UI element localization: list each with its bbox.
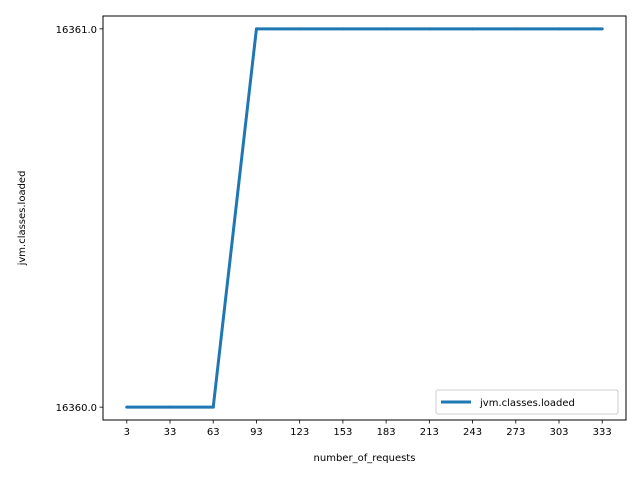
y-axis: 16360.0 16361.0 [56,25,103,414]
axes-frame [102,15,627,421]
y-tick-label: 16360.0 [56,403,97,414]
x-tick-label: 33 [164,427,177,438]
x-axis-label: number_of_requests [314,453,416,464]
x-tick-label: 333 [593,427,612,438]
data-point [471,27,475,31]
x-tick-label: 183 [377,427,396,438]
x-tick-label: 153 [333,427,352,438]
legend-label: jvm.classes.loaded [479,398,575,409]
x-tick-label: 63 [207,427,220,438]
y-axis-label: jvm.classes.loaded [17,171,28,267]
x-tick-label: 243 [463,427,482,438]
data-point [600,27,604,31]
legend-box [435,389,619,415]
data-point [254,27,258,31]
data-point [384,27,388,31]
data-point [557,27,561,31]
data-point [341,27,345,31]
data-point [168,405,172,409]
x-tick-label: 3 [124,427,130,438]
plot-area [125,27,604,409]
x-tick-label: 93 [250,427,263,438]
x-tick-label: 303 [549,427,568,438]
data-point [427,27,431,31]
x-axis: 3 33 63 93 123 153 183 213 243 273 303 333 [124,420,612,438]
x-tick-label: 213 [420,427,439,438]
legend: jvm.classes.loaded [435,389,619,415]
data-point [211,405,215,409]
y-tick-label: 16361.0 [56,25,97,36]
data-point [125,405,129,409]
data-point [298,27,302,31]
series-line [126,27,603,409]
data-point [514,27,518,31]
x-tick-label: 123 [290,427,309,438]
x-tick-label: 273 [506,427,525,438]
